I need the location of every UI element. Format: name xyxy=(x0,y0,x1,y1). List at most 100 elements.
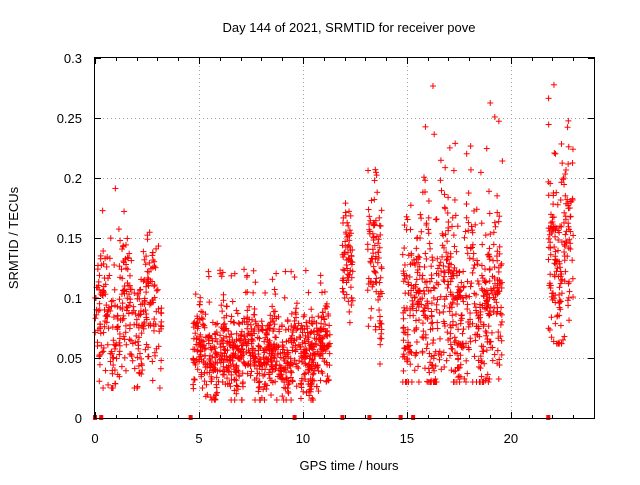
data-point xyxy=(146,301,153,308)
data-point xyxy=(416,288,423,295)
data-point xyxy=(236,337,243,344)
data-point xyxy=(480,292,487,299)
data-point xyxy=(342,238,349,245)
data-point xyxy=(365,275,372,282)
data-point xyxy=(284,316,291,323)
data-point xyxy=(377,341,384,348)
data-point xyxy=(428,377,435,384)
data-point xyxy=(272,361,279,368)
data-point xyxy=(246,303,253,310)
data-point xyxy=(366,221,373,228)
data-point xyxy=(271,355,278,362)
data-point xyxy=(122,329,129,336)
data-point xyxy=(287,368,294,375)
data-point xyxy=(495,376,502,383)
data-point xyxy=(562,216,569,223)
data-point xyxy=(429,340,436,347)
data-point xyxy=(463,357,470,364)
x-tick-label: 0 xyxy=(91,431,98,446)
data-point xyxy=(561,181,568,188)
data-point xyxy=(155,305,162,312)
data-point xyxy=(128,257,135,264)
data-point xyxy=(239,397,246,403)
data-point xyxy=(213,384,220,391)
data-point xyxy=(437,157,444,164)
gap-marker xyxy=(99,415,104,420)
data-point xyxy=(110,385,117,391)
data-point xyxy=(375,296,382,303)
data-point xyxy=(222,381,229,388)
data-point xyxy=(230,342,237,349)
data-point xyxy=(156,328,163,335)
data-point xyxy=(310,365,317,372)
data-point xyxy=(140,278,147,285)
data-point xyxy=(468,223,475,230)
data-point xyxy=(348,295,355,302)
data-point xyxy=(441,204,448,211)
data-point xyxy=(376,214,383,221)
data-point xyxy=(209,344,216,351)
data-point xyxy=(110,362,117,369)
data-point xyxy=(190,356,197,363)
data-point xyxy=(102,313,109,320)
data-point xyxy=(134,295,141,302)
data-point xyxy=(270,354,277,361)
data-point xyxy=(347,284,354,291)
data-point xyxy=(486,312,493,319)
data-point xyxy=(406,273,413,280)
data-point xyxy=(435,281,442,288)
data-point xyxy=(476,363,483,370)
data-point xyxy=(297,395,304,402)
data-point xyxy=(496,362,503,369)
data-point xyxy=(192,330,199,337)
data-point xyxy=(150,297,157,304)
data-point xyxy=(285,388,292,395)
data-point xyxy=(113,341,120,348)
data-point xyxy=(443,293,450,300)
data-point xyxy=(441,303,448,310)
data-point xyxy=(565,302,572,309)
data-point xyxy=(92,315,99,322)
data-point xyxy=(491,296,498,303)
data-point xyxy=(547,211,554,218)
data-point xyxy=(217,270,224,277)
data-point xyxy=(141,256,148,263)
data-point xyxy=(319,370,326,377)
data-point xyxy=(251,362,258,369)
data-point xyxy=(376,244,383,251)
data-point xyxy=(124,304,131,311)
data-point xyxy=(289,378,296,385)
data-point xyxy=(467,338,474,345)
data-point xyxy=(485,251,492,258)
data-point xyxy=(556,291,563,298)
data-point xyxy=(292,323,299,330)
data-point xyxy=(464,370,471,377)
data-point xyxy=(289,332,296,339)
data-point xyxy=(369,283,376,290)
data-point xyxy=(477,318,484,325)
data-point xyxy=(143,253,150,260)
data-point xyxy=(127,337,134,344)
data-point xyxy=(306,386,313,393)
data-point xyxy=(271,286,278,293)
data-point xyxy=(560,176,567,183)
data-point xyxy=(548,334,555,341)
data-point xyxy=(124,235,131,242)
data-point xyxy=(311,328,318,335)
data-point xyxy=(97,252,104,259)
data-point xyxy=(126,282,133,289)
data-point xyxy=(457,320,464,327)
data-point xyxy=(484,371,491,378)
data-point xyxy=(132,339,139,346)
data-point xyxy=(321,288,328,295)
data-point xyxy=(205,340,212,347)
data-point xyxy=(547,271,554,278)
data-point xyxy=(271,321,278,328)
data-point xyxy=(558,140,565,147)
data-point xyxy=(200,359,207,366)
data-point xyxy=(255,388,262,395)
data-point xyxy=(440,277,447,284)
data-point xyxy=(556,284,563,291)
data-point xyxy=(149,358,156,365)
data-point xyxy=(309,346,316,353)
